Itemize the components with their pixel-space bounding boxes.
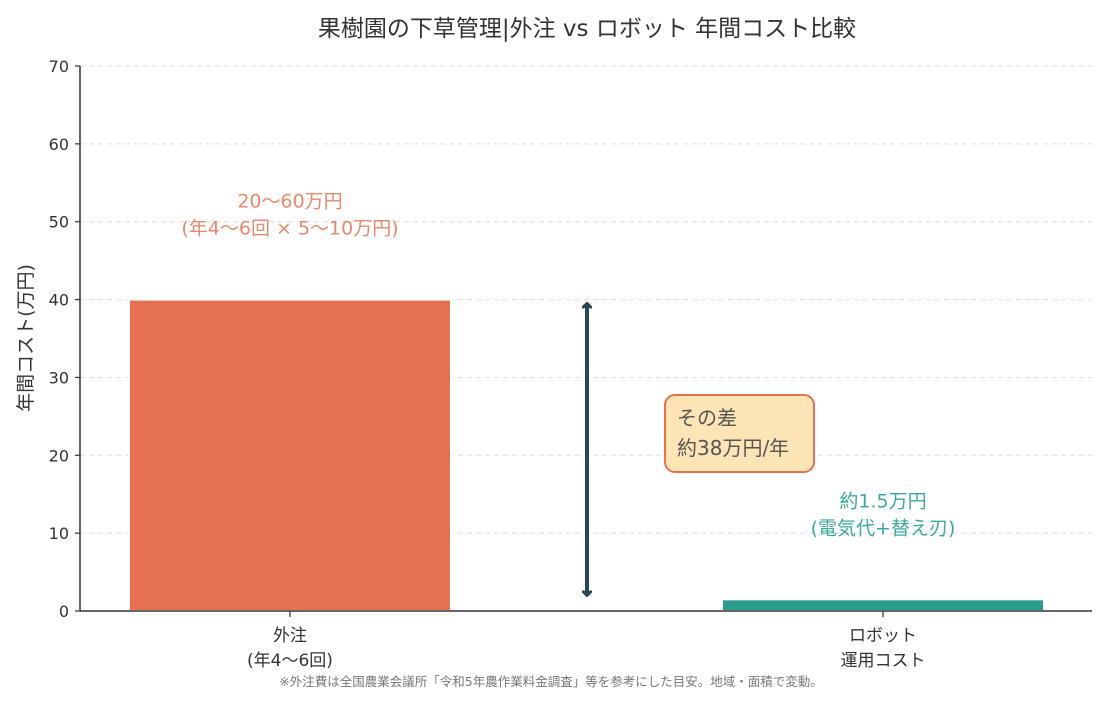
bars	[128, 298, 1045, 612]
bar	[721, 598, 1045, 612]
bar-annotation-line: 約1.5万円	[839, 490, 926, 512]
x-tick-label: (年4〜6回)	[247, 651, 333, 671]
y-tick-label: 30	[49, 368, 69, 387]
y-tick-label: 50	[49, 213, 69, 232]
y-axis-ticks: 0 10 20 30 40 50 60 70	[49, 57, 80, 621]
difference-box-line-1: その差	[677, 406, 737, 430]
bar-annotation-line: (年4〜6回 × 5〜10万円)	[181, 218, 398, 240]
y-tick-label: 0	[59, 602, 69, 621]
difference-box: その差 約38万円/年	[664, 394, 815, 473]
y-tick-label: 10	[49, 524, 69, 543]
difference-box-background	[664, 394, 815, 473]
y-tick-label: 20	[49, 446, 69, 465]
bar-annotation-line: 20〜60万円	[237, 191, 342, 213]
y-axis-label: 年間コスト(万円)	[15, 264, 37, 412]
difference-box-line-2: 約38万円/年	[677, 436, 789, 460]
x-tick-label: 運用コスト	[841, 651, 926, 671]
x-tick-label: 外注	[273, 626, 307, 646]
y-tick-label: 40	[49, 291, 69, 310]
footnote: ※外注費は全国農業会議所「令和5年農作業料金調査」等を参考にした目安。地域・面積…	[279, 674, 822, 689]
y-tick-label: 60	[49, 135, 69, 154]
bar	[128, 298, 452, 612]
y-tick-label: 70	[49, 57, 69, 76]
bar-annotations: 20〜60万円 (年4〜6回 × 5〜10万円) 約1.5万円 (電気代+替え刃)	[181, 191, 955, 540]
chart-title: 果樹園の下草管理|外注 vs ロボット 年間コスト比較	[318, 16, 856, 42]
x-tick-label: ロボット	[849, 626, 917, 646]
bar-annotation-line: (電気代+替え刃)	[811, 517, 956, 539]
